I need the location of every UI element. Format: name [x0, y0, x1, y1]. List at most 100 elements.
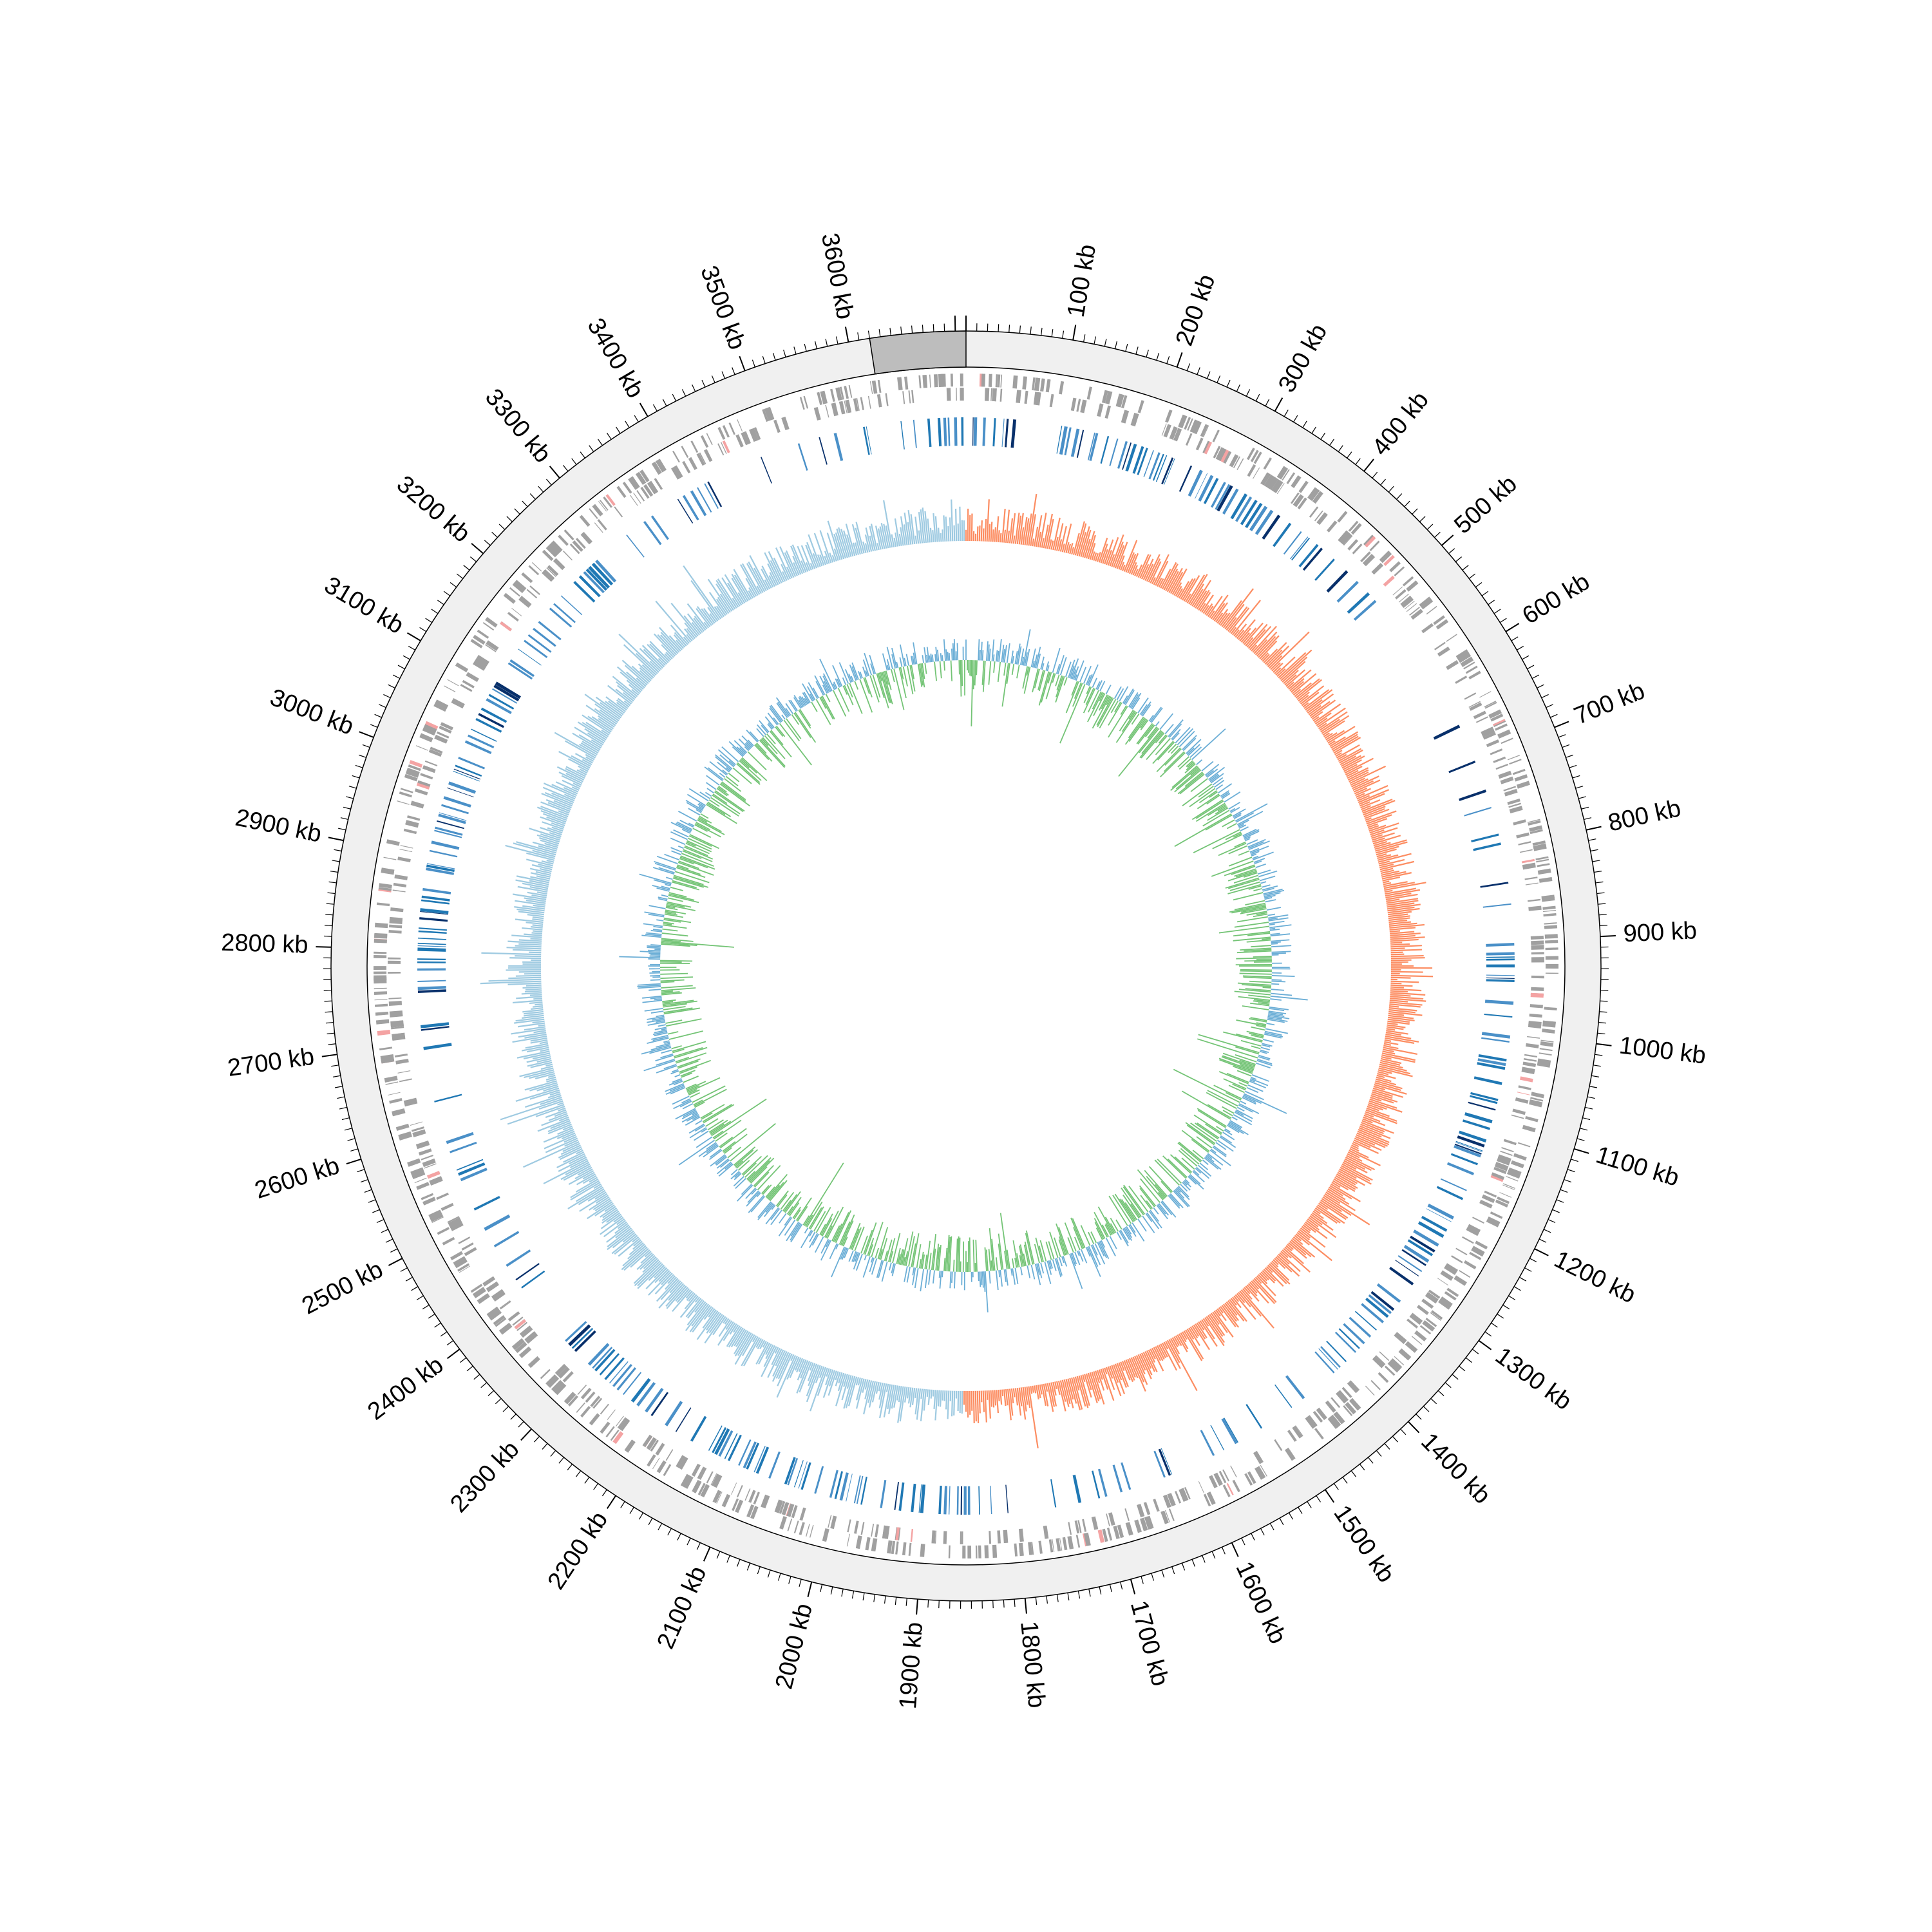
gc-content-bar [1168, 719, 1184, 737]
gc-skew-bar [585, 756, 594, 762]
gc-skew-bar [1388, 1009, 1416, 1014]
gene-cluster [473, 1196, 500, 1211]
gc-skew-bar [896, 1385, 900, 1401]
minor-tick [542, 1443, 548, 1450]
minor-tick [460, 1357, 467, 1363]
major-tick [1554, 721, 1569, 728]
gc-content-bar [666, 905, 676, 909]
gc-skew-bar [1165, 1341, 1181, 1369]
gc-skew-bar [670, 624, 688, 645]
gc-content-bar [686, 802, 703, 812]
minor-tick [1298, 1507, 1303, 1514]
gc-content-bar [953, 639, 956, 661]
gc-content-bar [851, 1251, 857, 1262]
gc-content-bar [1055, 676, 1064, 697]
gc-content-bar [643, 923, 663, 927]
minor-tick [601, 1489, 607, 1497]
gc-skew-bar [594, 708, 618, 725]
feature-inner [1271, 479, 1282, 492]
gc-skew-bar [512, 893, 547, 900]
feature-outer [1256, 1466, 1266, 1479]
feature-outer [579, 515, 591, 527]
gc-skew-bar [1352, 1141, 1379, 1154]
gene-cluster [448, 781, 477, 794]
feature-inner [782, 416, 790, 430]
gc-content-bar [1124, 717, 1146, 745]
gc-skew-bar [1014, 512, 1020, 544]
gc-skew-bar [1353, 779, 1381, 793]
gc-skew-bar [684, 1294, 697, 1310]
gene-cluster [768, 1451, 781, 1479]
feature-inner [439, 725, 452, 734]
feature-outer [941, 374, 946, 387]
gc-skew-bar [1301, 1226, 1311, 1234]
minor-tick [510, 1414, 516, 1420]
gene-cluster [475, 717, 502, 733]
gc-content-bar [1233, 1065, 1253, 1074]
gc-skew-bar [939, 1390, 942, 1407]
feature-outer [1402, 576, 1414, 587]
gc-content-bar [723, 1133, 748, 1153]
gc-content-bar [1049, 1231, 1059, 1258]
gc-skew-bar [1331, 734, 1358, 750]
gc-content-bar [1229, 1120, 1243, 1128]
gc-skew-bar [870, 524, 878, 551]
feature-outer [374, 999, 388, 1001]
gc-content-bar [1212, 834, 1243, 849]
feature-outer [450, 1251, 463, 1261]
gc-content-bar [945, 1247, 948, 1271]
feature-inner [697, 1466, 706, 1479]
feature-outer [437, 1227, 450, 1235]
minor-tick [726, 1555, 730, 1563]
feature-inner [902, 391, 905, 404]
gc-content-bar [656, 1014, 665, 1018]
gc-content-bar [667, 1031, 679, 1035]
gc-content-bar [1156, 1204, 1168, 1220]
gc-skew-bar [724, 1318, 730, 1325]
feature-inner [630, 495, 638, 506]
gc-skew-bar [836, 528, 847, 559]
feature-inner [997, 1530, 1001, 1544]
gc-skew-bar [576, 769, 587, 775]
gc-skew-bar [1102, 1368, 1115, 1401]
gc-content-bar [995, 1270, 999, 1291]
feature-outer [531, 562, 542, 572]
gc-skew-bar [1229, 1299, 1247, 1322]
gc-content-bar [693, 1099, 703, 1106]
minor-tick [341, 1117, 350, 1121]
gc-content-bar [1196, 759, 1203, 766]
gc-skew-bar [1251, 644, 1258, 652]
gc-skew-bar [1087, 1372, 1098, 1404]
feature-inner [458, 1236, 471, 1244]
gc-skew-bar [551, 822, 565, 828]
gc-skew-bar [1379, 860, 1415, 871]
feature-inner [984, 388, 990, 401]
feature-inner [403, 828, 417, 835]
gc-skew-bar [1369, 822, 1399, 834]
gc-skew-bar [1249, 1282, 1269, 1304]
gc-content-bar [1264, 895, 1276, 899]
feature-outer [1232, 1479, 1240, 1493]
gc-skew-bar [649, 643, 669, 663]
gene-cluster [1217, 485, 1233, 512]
feature-outer [1038, 1540, 1043, 1554]
gc-content-bar [676, 822, 692, 831]
feature-inner [1523, 1058, 1537, 1062]
feature-inner [717, 443, 724, 456]
gc-skew-bar [1269, 1263, 1291, 1285]
gc-skew-bar [1255, 631, 1278, 656]
feature-outer [395, 1123, 410, 1132]
gc-content-bar [1254, 860, 1262, 864]
feature-inner [1394, 1335, 1405, 1344]
minor-tick [788, 1576, 791, 1584]
gc-skew-bar [688, 1293, 696, 1302]
gc-content-bar [1235, 869, 1257, 878]
gc-skew-bar [1020, 1387, 1027, 1420]
gc-skew-bar [518, 943, 542, 946]
gc-content-bar [765, 1207, 779, 1225]
minor-tick [357, 1169, 365, 1173]
gc-skew-bar [559, 1148, 583, 1160]
minor-tick [777, 1573, 781, 1581]
gc-content-bar [661, 940, 735, 948]
gc-skew-bar [633, 1239, 641, 1247]
